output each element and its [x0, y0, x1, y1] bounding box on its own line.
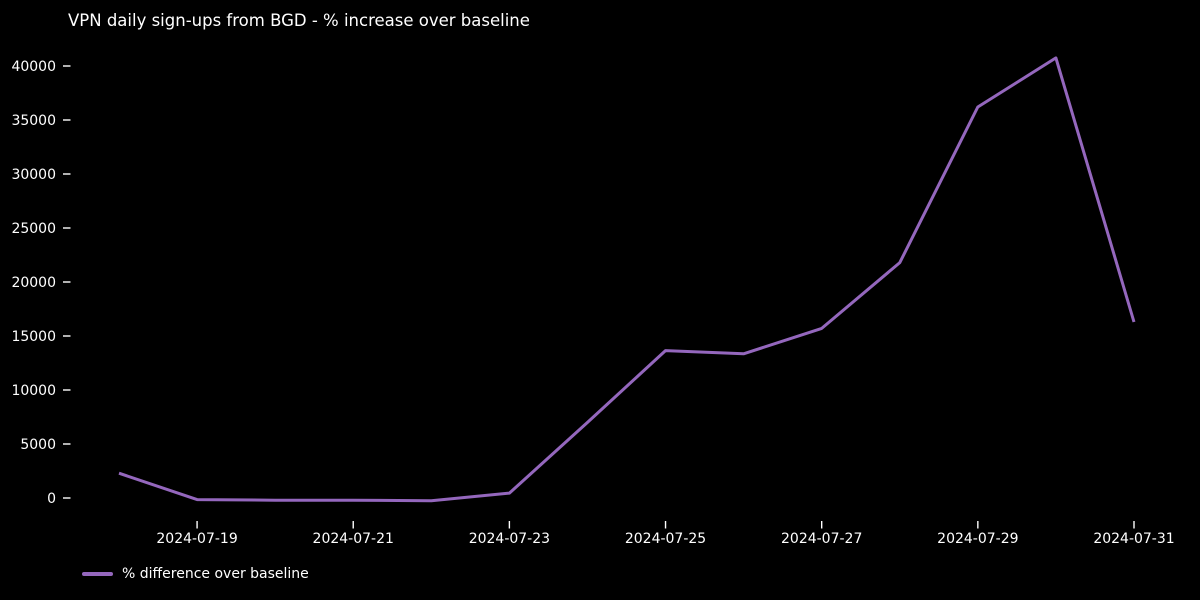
y-tick-label: 0	[47, 491, 56, 507]
x-axis-ticks: 2024-07-19 2024-07-21 2024-07-23 2024-07-25…	[156, 521, 1175, 547]
y-tick-label: 40000	[11, 59, 56, 75]
x-tick-label: 2024-07-25	[625, 531, 706, 547]
x-tick-label: 2024-07-29	[937, 531, 1018, 547]
data-line-percent-difference	[118, 56, 1136, 503]
x-tick-label: 2024-07-21	[313, 531, 394, 547]
y-tick-label: 30000	[11, 167, 56, 183]
legend-label: % difference over baseline	[122, 566, 309, 582]
y-tick-label: 5000	[20, 437, 56, 453]
y-tick-label: 10000	[11, 383, 56, 399]
y-axis-ticks: 0 5000 10000 15000 20000 25000 30000 35000 40000	[11, 59, 71, 507]
x-tick-label: 2024-07-31	[1093, 531, 1174, 547]
y-tick-label: 15000	[11, 329, 56, 345]
legend-line-swatch	[82, 572, 113, 576]
y-tick-label: 25000	[11, 221, 56, 237]
y-tick-label: 20000	[11, 275, 56, 291]
chart-title: VPN daily sign-ups from BGD - % increase…	[68, 11, 530, 30]
y-tick-label: 35000	[11, 113, 56, 129]
legend: % difference over baseline	[82, 566, 309, 582]
x-tick-label: 2024-07-23	[469, 531, 550, 547]
x-tick-label: 2024-07-27	[781, 531, 862, 547]
x-tick-label: 2024-07-19	[156, 531, 237, 547]
